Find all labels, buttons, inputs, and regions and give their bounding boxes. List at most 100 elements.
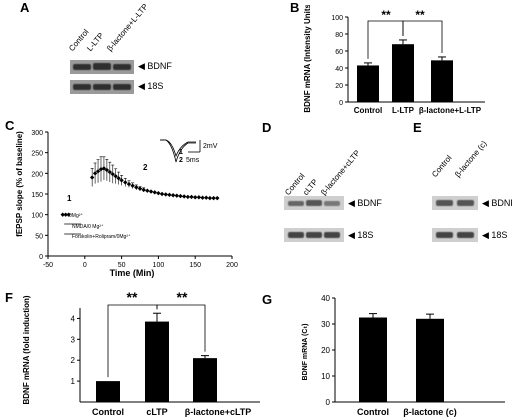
- chart-c-point-33: [193, 195, 198, 200]
- chart-c-point-1: [63, 212, 68, 217]
- chart-c-point-29: [178, 193, 183, 199]
- chart-f-xtick-2: β-lactone+cLTP: [185, 407, 252, 417]
- chart-c-point-4: [92, 171, 98, 176]
- chart-b: BDNF mRNA (Intensity Units) 0 20 40 60 80 100…: [303, 5, 485, 115]
- chart-c-point-3: [89, 175, 95, 180]
- gel-a-bdnf-label: ◀ BDNF: [138, 61, 172, 71]
- chart-b-ytick-0: 0: [339, 100, 343, 107]
- panel-label-b: B: [290, 0, 300, 15]
- chart-c-point-30: [181, 194, 187, 199]
- chart-c-point-34: [196, 195, 202, 200]
- chart-f-bar-0: [96, 381, 120, 402]
- chart-g: BDNF mRNA (Cₜ) 0 10 20 30 40 Control β-lacto…: [302, 294, 505, 417]
- gel-e-lane-control: Control: [430, 153, 454, 179]
- gel-e-18s-label: ◀ 18S: [482, 230, 508, 240]
- chart-c-point-0: [60, 212, 65, 217]
- chart-c-point-26: [167, 192, 172, 198]
- chart-c-ytick-1: 50: [35, 233, 43, 240]
- chart-f-ytick-1: 2: [71, 356, 76, 365]
- chart-c-point-14: [123, 180, 128, 185]
- chart-b-sig-0: **: [381, 8, 391, 22]
- chart-f-bars: [96, 312, 217, 402]
- chart-c-ytick-3: 150: [31, 192, 43, 199]
- chart-b-bars: [357, 39, 453, 102]
- chart-g-bar-1: [416, 318, 444, 402]
- gel-d-bdnf-label: ◀ BDNF: [348, 198, 382, 208]
- chart-c-point-15: [126, 181, 132, 187]
- chart-f-significance: [107, 304, 206, 378]
- chart-c-mg: 0Mg²⁺: [69, 213, 83, 219]
- chart-c-xtick-5: 200: [226, 262, 238, 269]
- chart-c-inset-trace1: 1: [179, 149, 183, 156]
- chart-c-point-21: [148, 189, 154, 194]
- chart-b-ytick-3: 60: [335, 49, 343, 56]
- chart-c-point-38: [211, 195, 216, 201]
- chart-c-point-36: [204, 195, 209, 200]
- chart-c-ytick-5: 250: [31, 151, 43, 158]
- gel-a-lane-blactone: β-lactone+L-LTP: [105, 2, 150, 54]
- chart-c-nmda: NMDA/0 Mg²⁺: [72, 224, 104, 230]
- panel-label-d: D: [262, 120, 272, 135]
- chart-c-point-19: [141, 187, 146, 193]
- chart-f-ytick-2: 3: [71, 335, 76, 344]
- chart-c-point-39: [215, 195, 220, 201]
- panel-label-c: C: [5, 118, 15, 133]
- panel-label-f: F: [5, 290, 13, 305]
- gel-a-bdnf-strip: [70, 60, 134, 74]
- panel-label-a: A: [20, 0, 30, 15]
- chart-b-bar-2: [431, 60, 453, 102]
- chart-c-point-25: [163, 192, 168, 197]
- chart-b-bar-0: [357, 65, 379, 102]
- chart-c-point-8: [104, 167, 110, 173]
- chart-c-point-13: [119, 178, 124, 183]
- chart-f-bar-2: [193, 358, 217, 402]
- chart-c-point-20: [145, 188, 150, 193]
- chart-g-xtick-0: Control: [357, 407, 389, 417]
- chart-c-point-32: [189, 194, 194, 200]
- chart-g-xtick-1: β-lactone (c): [403, 407, 457, 417]
- chart-c-inset-trace2: 2: [179, 157, 183, 164]
- chart-f-sig-0: **: [127, 290, 138, 305]
- chart-c-point-31: [185, 194, 191, 200]
- chart-c-xtick-4: 150: [189, 262, 201, 269]
- chart-c-forskolin: Forskolin+Rolipram/0Mg²⁺: [72, 234, 131, 240]
- chart-c-label-2: 2: [143, 163, 148, 172]
- chart-g-ylabel: BDNF mRNA (Cₜ): [302, 324, 309, 381]
- chart-b-ytick-4: 80: [335, 32, 343, 39]
- chart-c-point-28: [174, 193, 179, 198]
- chart-c-point-37: [207, 195, 213, 201]
- chart-b-xtick-2: β-lactone+L-LTP: [419, 106, 482, 115]
- gel-a-18s-label: ◀ 18S: [138, 81, 164, 91]
- chart-c-point-24: [159, 191, 165, 197]
- chart-b-xtick-0: Control: [354, 106, 382, 115]
- chart-g-bar-0: [359, 317, 387, 402]
- chart-c-point-23: [156, 190, 161, 196]
- gel-e-bdnf-strip: [432, 196, 478, 210]
- panel-label-g: G: [262, 292, 273, 307]
- chart-c-point-2: [66, 212, 71, 217]
- chart-c-ytick-0: 0: [39, 254, 43, 261]
- chart-b-ytick-1: 20: [335, 83, 343, 90]
- chart-c-point-22: [152, 190, 157, 195]
- chart-c-point-16: [130, 183, 135, 188]
- chart-c-point-10: [110, 171, 115, 177]
- gel-d-18s-label: ◀ 18S: [348, 230, 374, 240]
- chart-c-xtick-3: 100: [153, 262, 165, 269]
- chart-c-ytick-2: 100: [31, 213, 43, 220]
- chart-c-ylabel: fEPSP slope (% of baseline): [15, 131, 24, 237]
- chart-c-point-9: [107, 169, 113, 175]
- chart-c-point-11: [113, 174, 118, 179]
- chart-f-xtick-1: cLTP: [146, 407, 167, 417]
- chart-g-bars: [359, 313, 444, 402]
- chart-c-point-5: [95, 169, 101, 174]
- chart-f-ytick-0: 1: [71, 377, 76, 386]
- chart-f-ylabel: BDNF mRNA (fold induction): [22, 295, 31, 404]
- chart-c-label-1: 1: [67, 194, 72, 203]
- chart-b-ytick-2: 40: [335, 66, 343, 73]
- chart-c-xtick-2: 50: [118, 262, 126, 269]
- chart-c-point-27: [170, 193, 176, 198]
- chart-b-sig-1: **: [415, 8, 425, 22]
- chart-c-xtick-0: -50: [43, 262, 53, 269]
